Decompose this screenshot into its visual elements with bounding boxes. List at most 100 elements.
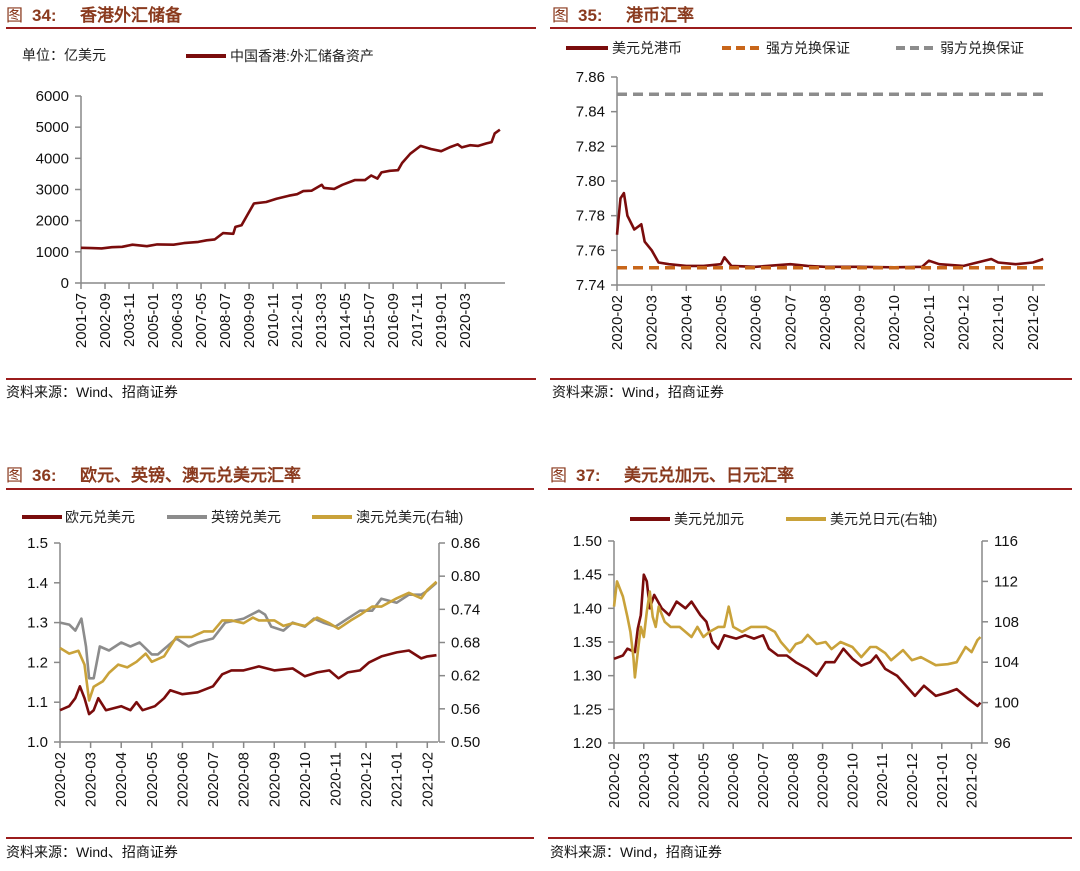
x-tick-label: 2020-04 bbox=[666, 753, 683, 808]
unit-label: 单位：亿美元 bbox=[22, 47, 106, 63]
x-tick-label: 2020-04 bbox=[113, 752, 130, 807]
right-y-tick-label: 0.56 bbox=[451, 701, 480, 718]
x-tick-label: 2020-05 bbox=[144, 752, 161, 807]
figure-number: 37: bbox=[576, 466, 601, 485]
y-tick-label: 1.45 bbox=[573, 567, 602, 584]
x-tick-label: 2021-01 bbox=[990, 295, 1007, 350]
source-note: 资料来源：Wind、招商证券 bbox=[6, 384, 178, 400]
x-tick-label: 2020-10 bbox=[886, 295, 903, 350]
y-tick-label: 1.1 bbox=[27, 694, 48, 711]
legend-label-usdhkd: 美元兑港币 bbox=[612, 40, 682, 56]
x-tick-label: 2020-06 bbox=[725, 753, 742, 808]
x-tick-label: 2020-09 bbox=[266, 752, 283, 807]
x-tick-label: 2020-03 bbox=[457, 293, 474, 348]
x-tick-label: 2019-01 bbox=[433, 293, 450, 348]
y-tick-label: 7.82 bbox=[576, 138, 605, 155]
y-tick-label: 5000 bbox=[36, 119, 69, 136]
legend-label-weak-side: 弱方兑换保证 bbox=[940, 40, 1024, 56]
x-tick-label: 2020-07 bbox=[205, 752, 222, 807]
x-tick-label: 2021-02 bbox=[419, 752, 436, 807]
x-tick-label: 2006-03 bbox=[169, 293, 186, 348]
series-line-0 bbox=[613, 573, 982, 708]
x-tick-label: 2021-02 bbox=[964, 753, 981, 808]
x-tick-label: 2009-09 bbox=[241, 293, 258, 348]
x-tick-label: 2020-03 bbox=[636, 753, 653, 808]
x-tick-label: 2016-09 bbox=[385, 293, 402, 348]
y-tick-label: 0 bbox=[61, 275, 69, 292]
x-tick-label: 2003-11 bbox=[121, 293, 138, 347]
chart-36: 图 36: 欧元、英镑、澳元兑美元汇率 欧元兑美元 英镑兑美元 澳元兑美元(右轴… bbox=[6, 465, 534, 860]
right-y-tick-label: 112 bbox=[994, 573, 1018, 590]
x-tick-label: 2020-02 bbox=[52, 752, 69, 807]
legend-label-gbpusd: 英镑兑美元 bbox=[211, 509, 281, 525]
y-tick-label: 1.40 bbox=[573, 600, 602, 617]
plot-area: 1.20 1.25 1.30 1.35 1.40 1.45 1.50 96 100 104 108 1… bbox=[573, 533, 1019, 808]
chart-35: 图 35: 港币汇率 美元兑港币 强方兑换保证 弱方兑换保证 7.747.767… bbox=[550, 5, 1072, 400]
y-tick-label: 1.3 bbox=[27, 615, 48, 632]
legend-label-audusd: 澳元兑美元(右轴) bbox=[356, 509, 463, 525]
x-tick-label: 2021-01 bbox=[934, 753, 951, 808]
y-tick-label: 1000 bbox=[36, 244, 69, 261]
y-tick-label: 7.76 bbox=[576, 242, 605, 259]
legend-label-strong-side: 强方兑换保证 bbox=[766, 40, 850, 56]
figure-label: 图 bbox=[552, 6, 569, 25]
x-tick-label: 2020-12 bbox=[904, 753, 921, 808]
x-tick-label: 2020-10 bbox=[297, 752, 314, 807]
right-y-tick-label: 116 bbox=[994, 533, 1018, 550]
series-line-0 bbox=[59, 649, 437, 716]
x-tick-label: 2020-08 bbox=[236, 752, 253, 807]
series-line-0 bbox=[80, 128, 501, 250]
x-tick-label: 2020-12 bbox=[956, 295, 973, 350]
y-tick-label: 1.30 bbox=[573, 668, 602, 685]
y-tick-label: 7.84 bbox=[576, 104, 605, 121]
y-tick-label: 7.86 bbox=[576, 69, 605, 86]
x-tick-label: 2014-05 bbox=[337, 293, 354, 348]
right-y-tick-label: 96 bbox=[994, 735, 1011, 752]
plot-area: 0 1000 2000 3000 4000 5000 6000 2001-07 2002-09 2… bbox=[36, 88, 505, 348]
y-tick-label: 7.78 bbox=[576, 208, 605, 225]
chart-37: 图 37: 美元兑加元、日元汇率 美元兑加元 美元兑日元(右轴) 1.201.2… bbox=[548, 465, 1072, 860]
x-tick-label: 2020-03 bbox=[644, 295, 661, 350]
right-y-tick-label: 104 bbox=[994, 654, 1019, 671]
x-tick-label: 2020-09 bbox=[852, 295, 869, 350]
y-tick-label: 2000 bbox=[36, 213, 69, 230]
chart-title: 港币汇率 bbox=[626, 5, 694, 25]
legend-label-eurusd: 欧元兑美元 bbox=[65, 509, 135, 525]
source-note: 资料来源：Wind，招商证券 bbox=[552, 384, 724, 400]
x-tick-label: 2007-05 bbox=[193, 293, 210, 348]
y-tick-label: 1.50 bbox=[573, 533, 602, 550]
series-line-2 bbox=[59, 580, 438, 702]
chart-title: 美元兑加元、日元汇率 bbox=[624, 465, 794, 485]
figure-label: 图 bbox=[550, 466, 567, 485]
x-tick-label: 2015-07 bbox=[361, 293, 378, 348]
y-tick-label: 1.25 bbox=[573, 701, 602, 718]
chart-34: 图 34: 香港外汇储备 单位：亿美元 中国香港:外汇储备资产 0 1000 200… bbox=[6, 5, 536, 400]
legend-label-usdjpy: 美元兑日元(右轴) bbox=[830, 511, 937, 527]
source-note: 资料来源：Wind，招商证券 bbox=[550, 844, 722, 860]
y-tick-label: 7.80 bbox=[576, 173, 605, 190]
x-tick-label: 2020-05 bbox=[695, 753, 712, 808]
right-y-tick-label: 0.74 bbox=[451, 601, 480, 618]
x-tick-label: 2021-02 bbox=[1025, 295, 1042, 350]
x-tick-label: 2021-01 bbox=[389, 752, 406, 807]
x-tick-label: 2020-03 bbox=[83, 752, 100, 807]
y-tick-label: 1.0 bbox=[27, 734, 48, 751]
x-tick-label: 2010-11 bbox=[265, 293, 282, 347]
x-tick-label: 2020-06 bbox=[748, 295, 765, 350]
figure-label: 图 bbox=[6, 466, 23, 485]
y-tick-label: 4000 bbox=[36, 150, 69, 167]
x-tick-label: 2020-10 bbox=[844, 753, 861, 808]
series-line-0 bbox=[615, 191, 1044, 269]
x-tick-label: 2001-07 bbox=[73, 293, 90, 348]
y-tick-label: 1.2 bbox=[27, 654, 48, 671]
x-tick-label: 2020-02 bbox=[606, 753, 623, 808]
x-tick-label: 2020-11 bbox=[921, 295, 938, 349]
series-line-1 bbox=[612, 580, 982, 679]
right-y-tick-label: 0.50 bbox=[451, 734, 480, 751]
x-tick-label: 2020-12 bbox=[358, 752, 375, 807]
x-tick-label: 2002-09 bbox=[97, 293, 114, 348]
figure-number: 36: bbox=[32, 466, 57, 485]
x-tick-label: 2020-04 bbox=[678, 295, 695, 350]
x-tick-label: 2020-08 bbox=[785, 753, 802, 808]
y-tick-label: 1.5 bbox=[27, 535, 48, 552]
